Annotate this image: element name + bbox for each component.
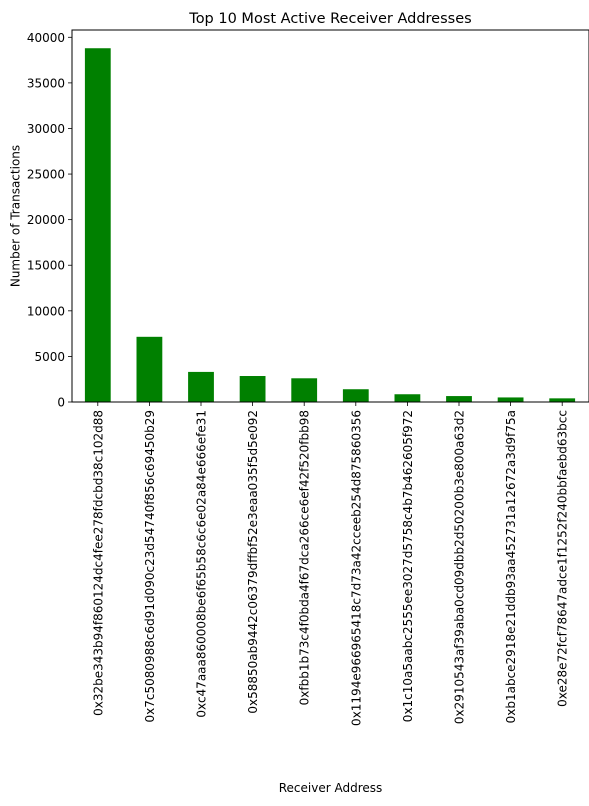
y-axis-label: Number of Transactions	[9, 145, 23, 287]
y-tick-label: 15000	[27, 259, 65, 273]
x-tick-label: 0x32be343b94f860124dc4fee278fdcbd38c102d…	[91, 410, 105, 716]
bar-9	[497, 397, 524, 402]
x-axis-label: Receiver Address	[279, 781, 383, 795]
bar-7	[394, 394, 421, 402]
y-tick-label: 30000	[27, 122, 65, 136]
bar-1	[84, 48, 111, 403]
bars-group	[84, 48, 576, 403]
y-tick-label: 10000	[27, 304, 65, 318]
y-tick-label: 40000	[27, 31, 65, 45]
x-tick-label: 0x1c10a5aabc2555ee3027d5758c4b7b462605f9…	[401, 410, 415, 722]
y-tick-label: 25000	[27, 168, 65, 182]
y-tick-label: 20000	[27, 213, 65, 227]
x-tick-label: 0xfbb1b73c4f0bda4f67dca266ce6ef42f520fbb…	[298, 410, 312, 705]
x-tick-label: 0xb1abce2918e21ddb93aa452731a12672a3d9f7…	[504, 410, 518, 723]
bar-6	[342, 389, 369, 402]
bar-5	[291, 378, 318, 402]
bar-3	[188, 371, 214, 402]
x-tick-label: 0x2910543af39aba0cd09dbb2d50200b3e800a63…	[453, 410, 467, 724]
y-tick-label: 0	[57, 396, 65, 410]
x-tick-label: 0xc47aaa860008be6f65b58c6c6e02a84e666efe…	[195, 410, 209, 718]
x-tick-label: 0x7c5080988c6d91d090c23d54740f856c69450b…	[143, 410, 157, 723]
bar-2	[136, 336, 163, 402]
x-axis: 0x32be343b94f860124dc4fee278fdcbd38c102d…	[91, 402, 570, 726]
x-tick-label: 0x58850ab9442c06379dffbf52e3eaa035f5d5e0…	[246, 410, 260, 714]
y-axis: 0 5000 10000 15000 20000 25000 30000 35000 40000	[27, 31, 72, 410]
bar-4	[239, 376, 266, 402]
x-tick-label: 0x1194e966965418c7d73a42cceeb254d8758603…	[349, 410, 363, 726]
y-tick-label: 35000	[27, 76, 65, 90]
plot-frame	[71, 29, 589, 403]
y-tick-label: 5000	[34, 350, 65, 364]
bar-8	[446, 396, 472, 402]
x-tick-label: 0xe28e72fcf78647adce1f1252f240bbfaebd63b…	[556, 410, 570, 707]
chart-title: Top 10 Most Active Receiver Addresses	[188, 11, 471, 27]
bar-10	[549, 398, 576, 402]
